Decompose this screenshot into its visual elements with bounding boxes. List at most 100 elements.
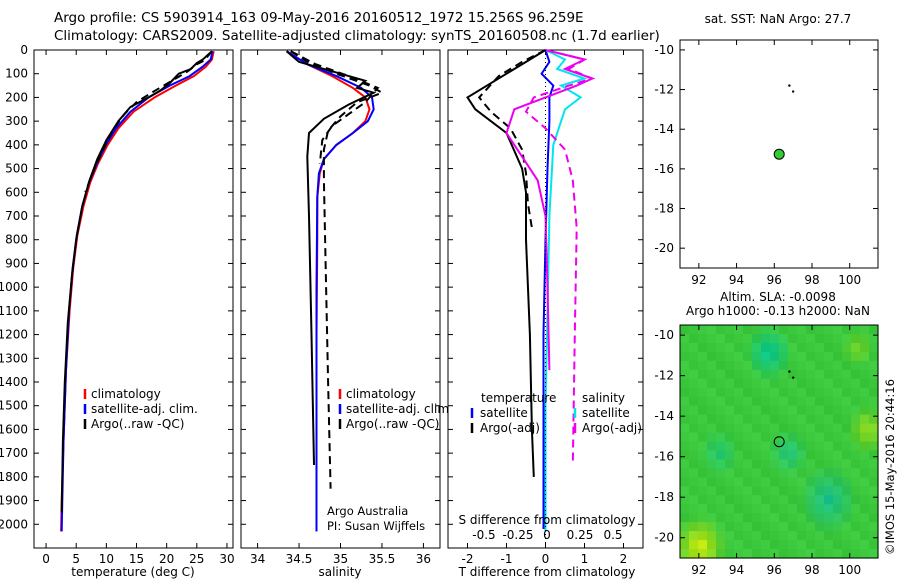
sla-cell [743,351,753,362]
salinity-xlabel: salinity [318,565,361,579]
sla-cell [761,531,771,541]
sla-cell [761,342,771,353]
sla-xtick-label: 94 [729,563,744,577]
imos-timestamp: ©IMOS 15-May-2016 20:44:16 [883,379,897,555]
sla-cell [851,486,861,496]
sla-cell [842,378,852,389]
temperature-ytick-label: 1500 [0,399,28,413]
sla-cell [842,531,852,541]
sla-cell [824,405,834,416]
sla-cell [752,351,762,362]
sla-cell [851,549,861,559]
sla-cell [869,531,879,541]
sla-cell [743,531,753,541]
sla-cell [680,360,690,371]
sla-cell [806,504,816,514]
sla-cell [842,522,852,532]
sla-cell [725,369,735,380]
sla-cell [707,351,717,362]
sla-cell [770,396,780,407]
sla-cell [779,531,789,541]
sla-cell [716,459,726,469]
sla-cell [851,405,861,416]
sla-cell [824,441,834,452]
sla-cell [797,405,807,416]
sla-cell [806,486,816,496]
sla-cell [869,522,879,532]
sla-cell [815,504,825,514]
temperature-xtick-label: 15 [129,552,144,566]
sla-cell [752,369,762,380]
temperature-xtick-label: 5 [72,552,80,566]
sla-cell [743,396,753,407]
difference-legend-heading-t: temperature [481,391,556,405]
salinity-legend-label: climatology [346,387,416,401]
sla-cell [743,486,753,496]
sla-cell [680,540,690,550]
sla-cell [833,495,843,505]
sla-cell [761,540,771,550]
sla-cell [770,360,780,371]
sla-cell [680,423,690,434]
sla-cell [770,387,780,398]
sla-cell [788,513,798,523]
sla-cell [743,441,753,452]
sla-cell [770,459,780,469]
sla-cell [716,450,726,461]
sla-cell [752,360,762,371]
sla-cell [680,531,690,541]
sla-cell [806,450,816,461]
sla-cell [743,387,753,398]
sla-cell [734,342,744,353]
sla-cell [689,387,699,398]
sla-cell [842,351,852,362]
sla-cell [842,360,852,371]
sla-cell [806,549,816,559]
sla-cell [860,414,870,425]
sla-cell [869,441,879,452]
sla-cell [869,468,879,478]
sla-cell [815,387,825,398]
difference-s-tick-label: -0.5 [472,528,495,542]
sla-cell [689,531,699,541]
sla-cell [680,342,690,353]
sla-cell [779,342,789,353]
sla-cell [698,441,708,452]
sla-cell [860,486,870,496]
sla-cell [851,414,861,425]
sla-cell [851,333,861,344]
sla-cell [824,504,834,514]
sla-cell [869,414,879,425]
sla-cell [752,549,762,559]
temperature-xtick-label: 30 [219,552,234,566]
sla-cell [869,513,879,523]
sla-cell [860,351,870,362]
sla-cell [851,504,861,514]
sla-cell [815,486,825,496]
sla-cell [797,468,807,478]
sla-cell [833,513,843,523]
sla-cell [752,423,762,434]
sla-cell [833,549,843,559]
sla-cell [779,459,789,469]
sla-cell [680,414,690,425]
sla-cell [734,387,744,398]
temperature-ytick-label: 1300 [0,351,28,365]
sla-cell [788,450,798,461]
sla-cell [824,396,834,407]
sla-cell [779,378,789,389]
sla-cell [707,531,717,541]
sla-cell [716,432,726,443]
sla-cell [689,405,699,416]
sla-cell [734,378,744,389]
sla-cell [797,477,807,487]
sla-cell [761,387,771,398]
sla-cell [689,423,699,434]
sst-ytick-label: -20 [654,241,674,255]
difference-xtick-label: 1 [581,552,589,566]
sla-heatmap [680,325,879,559]
sla-cell [707,333,717,344]
sla-cell [698,378,708,389]
sla-cell [761,432,771,443]
sla-cell [788,468,798,478]
